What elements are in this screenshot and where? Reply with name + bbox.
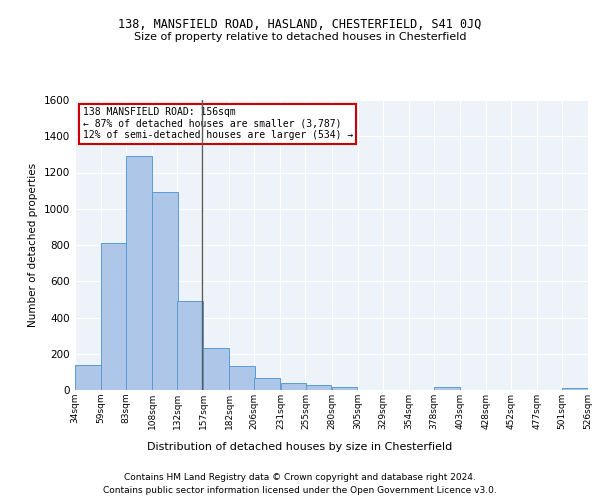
Text: 138, MANSFIELD ROAD, HASLAND, CHESTERFIELD, S41 0JQ: 138, MANSFIELD ROAD, HASLAND, CHESTERFIE… [118,18,482,30]
Bar [126,156,152,390]
Bar [332,388,358,390]
Y-axis label: Number of detached properties: Number of detached properties [28,163,38,327]
Text: Size of property relative to detached houses in Chesterfield: Size of property relative to detached ho… [134,32,466,42]
Bar [152,192,178,390]
Bar [178,301,203,390]
Bar [254,378,280,390]
Text: 138 MANSFIELD ROAD: 156sqm
← 87% of detached houses are smaller (3,787)
12% of s: 138 MANSFIELD ROAD: 156sqm ← 87% of deta… [83,108,353,140]
Bar [562,388,588,390]
Bar [229,366,255,390]
Bar [305,386,331,390]
Text: Contains public sector information licensed under the Open Government Licence v3: Contains public sector information licen… [103,486,497,495]
Bar [101,243,127,390]
Text: Contains HM Land Registry data © Crown copyright and database right 2024.: Contains HM Land Registry data © Crown c… [124,472,476,482]
Bar [434,388,460,390]
Bar [281,383,307,390]
Bar [203,348,229,390]
Text: Distribution of detached houses by size in Chesterfield: Distribution of detached houses by size … [148,442,452,452]
Bar [75,364,101,390]
